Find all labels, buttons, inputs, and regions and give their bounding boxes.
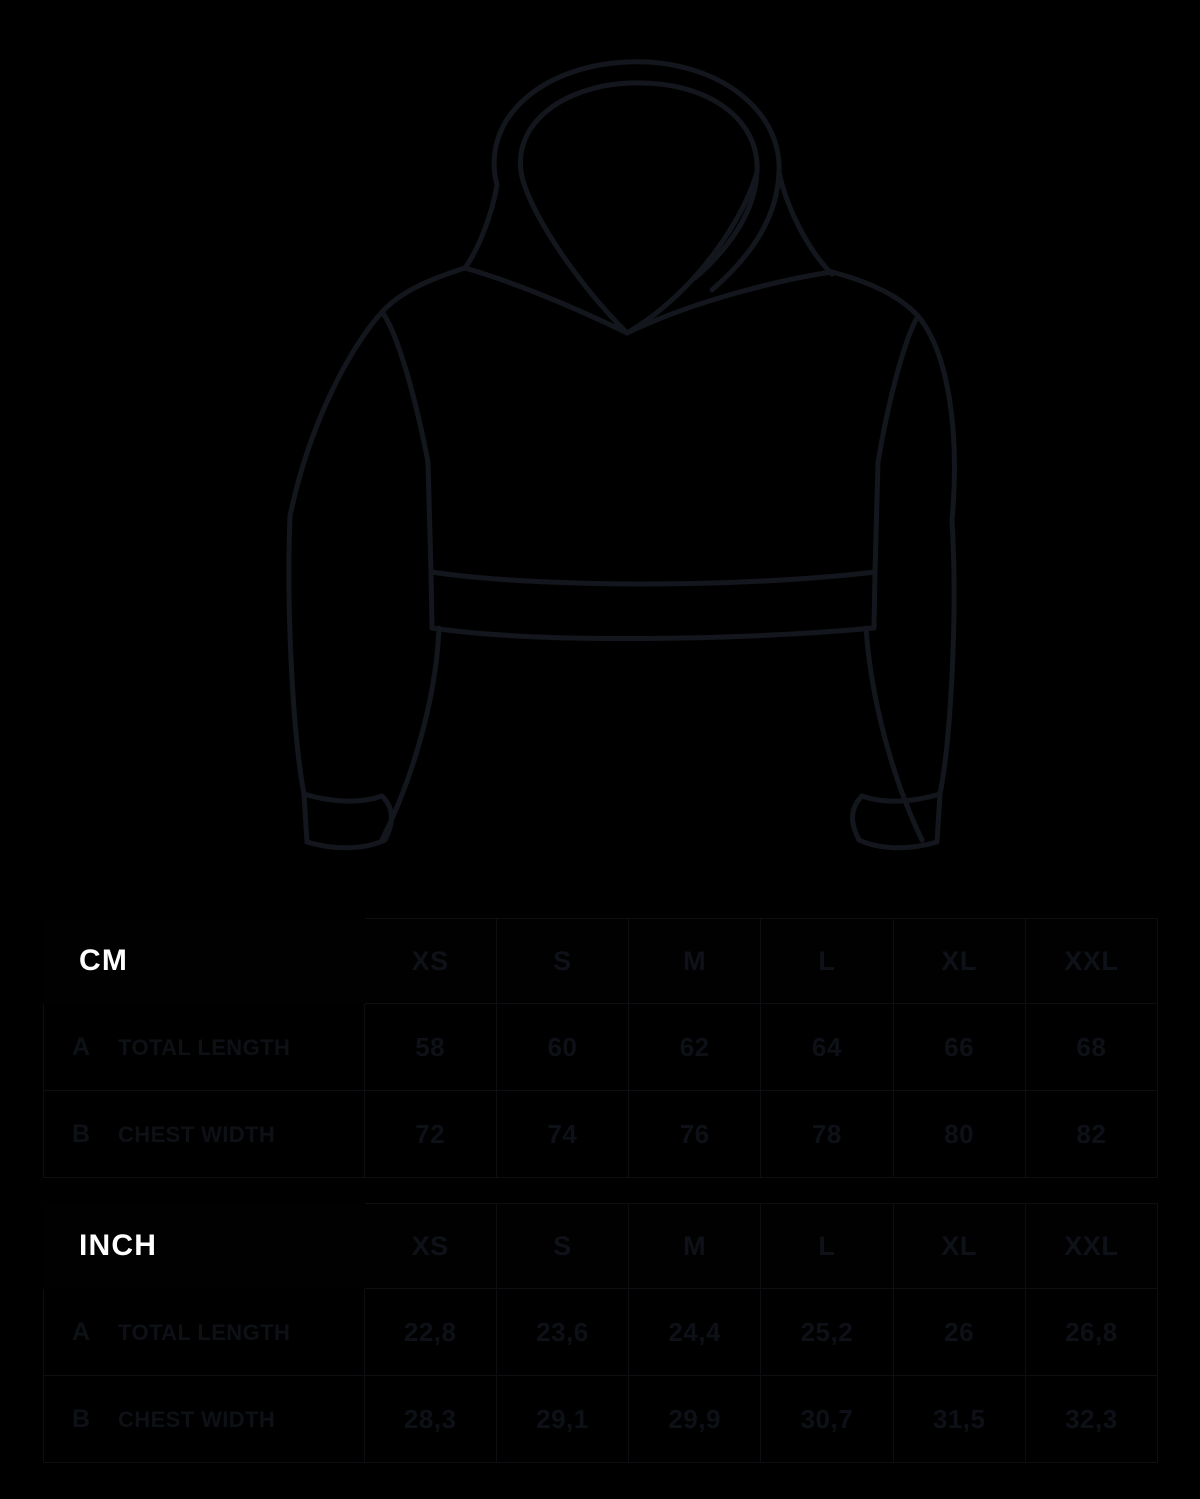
value-inch-length-xxl: 26,8: [1024, 1288, 1159, 1376]
table-row-total-length-cm: A TOTAL LENGTH 58 60 62 64 66 68: [43, 1003, 1159, 1091]
size-header-inch-xl: XL: [892, 1203, 1026, 1289]
hem-band-right-edge: [871, 569, 878, 631]
size-header-inch-l: L: [760, 1203, 894, 1289]
measure-text-total-length-inch: TOTAL LENGTH: [118, 1319, 291, 1345]
table-row-chest-width-cm: B CHEST WIDTH 72 74 76 78 80 82: [43, 1090, 1159, 1178]
measure-label-total-length-inch: A TOTAL LENGTH: [43, 1288, 365, 1376]
measure-mark-a-inch: A: [72, 1317, 91, 1346]
sleeve-left-outer: [286, 513, 307, 797]
sleeve-right-inner: [863, 625, 925, 843]
hood-inner-opening: [518, 80, 760, 281]
shoulder-left-outer: [287, 265, 468, 519]
measure-label-chest-width-cm: B CHEST WIDTH: [43, 1090, 365, 1178]
measure-label-chest-width-inch: B CHEST WIDTH: [43, 1375, 365, 1463]
value-inch-length-m: 24,4: [628, 1288, 762, 1376]
size-table-inch: INCH XS S M L XL XXL A TOTAL LENGTH 22,8 …: [43, 1203, 1159, 1463]
value-cm-chest-m: 76: [628, 1090, 762, 1178]
hood-outer-left: [491, 59, 782, 293]
cuff-left-body: [301, 791, 388, 851]
measure-text-chest-width-inch: CHEST WIDTH: [118, 1406, 276, 1432]
value-cm-length-xxl: 68: [1024, 1003, 1159, 1091]
value-inch-length-xl: 26: [892, 1288, 1026, 1376]
size-header-xxl: XXL: [1024, 918, 1159, 1004]
hood-drape-left: [520, 178, 630, 336]
value-cm-chest-xs: 72: [363, 1090, 497, 1178]
size-header-s: S: [495, 918, 630, 1004]
unit-label-cm: CM: [43, 918, 365, 1004]
size-header-l: L: [760, 918, 894, 1004]
sleeve-right-outer: [937, 517, 957, 797]
cuff-right-body: [856, 791, 943, 851]
size-header-inch-m: M: [628, 1203, 762, 1289]
illustration-background: [0, 0, 1200, 900]
value-inch-chest-m: 29,9: [628, 1375, 762, 1463]
shoulder-right-outer: [829, 269, 957, 523]
value-inch-length-l: 25,2: [760, 1288, 894, 1376]
value-cm-length-l: 64: [760, 1003, 894, 1091]
hem-band-left-edge: [428, 569, 435, 631]
hem-band-top: [428, 569, 878, 587]
size-header-inch-xs: XS: [363, 1203, 497, 1289]
value-inch-chest-xxl: 32,3: [1024, 1375, 1159, 1463]
hood-right-edge: [776, 169, 835, 277]
table-header-row: CM XS S M L XL XXL: [43, 918, 1159, 1004]
cuff-right-top: [859, 791, 943, 804]
value-inch-chest-s: 29,1: [495, 1375, 630, 1463]
value-cm-chest-s: 74: [495, 1090, 630, 1178]
value-inch-chest-l: 30,7: [760, 1375, 894, 1463]
value-cm-length-m: 62: [628, 1003, 762, 1091]
cuff-left-join: [379, 793, 394, 843]
size-header-inch-s: S: [495, 1203, 630, 1289]
value-inch-chest-xl: 31,5: [892, 1375, 1026, 1463]
raglan-seam-left: [379, 309, 434, 575]
size-table-cm: CM XS S M L XL XXL A TOTAL LENGTH 58 60 6…: [43, 918, 1159, 1178]
cuff-left-top: [301, 791, 385, 804]
value-cm-chest-xl: 80: [892, 1090, 1026, 1178]
value-cm-length-xs: 58: [363, 1003, 497, 1091]
measure-mark-b: B: [72, 1119, 91, 1148]
value-inch-length-xs: 22,8: [363, 1288, 497, 1376]
hem-band-bottom: [429, 625, 877, 642]
size-header-inch-xxl: XXL: [1024, 1203, 1159, 1289]
value-cm-length-s: 60: [495, 1003, 630, 1091]
value-inch-length-s: 23,6: [495, 1288, 630, 1376]
hood-drape-right: [624, 169, 760, 336]
value-cm-chest-l: 78: [760, 1090, 894, 1178]
measure-mark-b-inch: B: [72, 1404, 91, 1433]
unit-label-inch: INCH: [43, 1203, 365, 1289]
measure-mark-a: A: [72, 1032, 91, 1061]
value-cm-length-xl: 66: [892, 1003, 1026, 1091]
table-row-chest-width-inch: B CHEST WIDTH 28,3 29,1 29,9 30,7 31,5 32…: [43, 1375, 1159, 1463]
cuff-right-join: [850, 793, 865, 843]
measure-text-total-length: TOTAL LENGTH: [118, 1034, 291, 1060]
hoodie-outline-group: [286, 59, 957, 851]
raglan-seam-right: [872, 313, 921, 575]
table-header-row-inch: INCH XS S M L XL XXL: [43, 1203, 1159, 1289]
measure-text-chest-width: CHEST WIDTH: [118, 1121, 276, 1147]
value-inch-chest-xs: 28,3: [363, 1375, 497, 1463]
measure-label-total-length-cm: A TOTAL LENGTH: [43, 1003, 365, 1091]
size-header-xs: XS: [363, 918, 497, 1004]
cropped-hoodie-illustration: [0, 0, 1200, 900]
hood-left-edge: [462, 182, 500, 271]
size-header-xl: XL: [892, 918, 1026, 1004]
table-row-total-length-inch: A TOTAL LENGTH 22,8 23,6 24,4 25,2 26 26,…: [43, 1288, 1159, 1376]
value-cm-chest-xxl: 82: [1024, 1090, 1159, 1178]
size-header-m: M: [628, 918, 762, 1004]
